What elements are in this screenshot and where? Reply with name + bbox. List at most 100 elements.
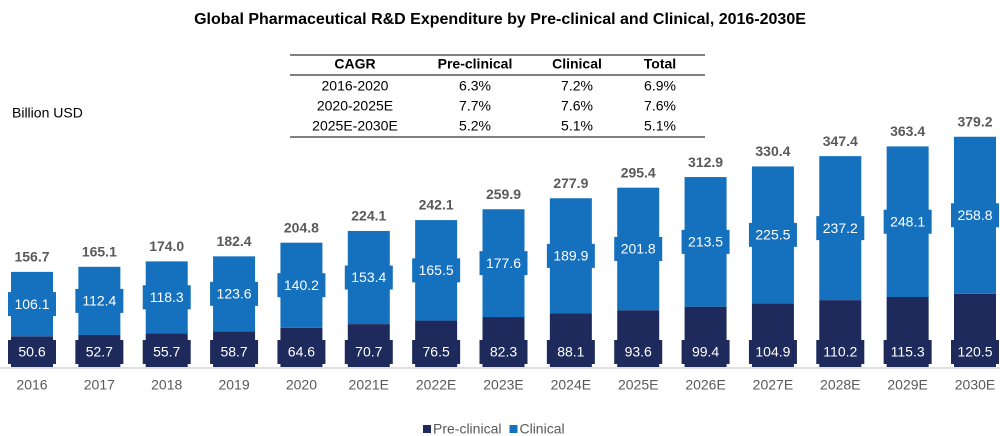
total-label: 204.8 bbox=[284, 219, 319, 235]
value-label: 58.7 bbox=[220, 344, 247, 360]
total-label: 330.4 bbox=[755, 143, 790, 159]
value-label-box bbox=[681, 229, 730, 254]
total-label: 242.1 bbox=[419, 197, 454, 213]
table-cell: 5.2% bbox=[459, 118, 491, 134]
value-label: 52.7 bbox=[86, 344, 113, 360]
value-label: 115.3 bbox=[891, 344, 925, 360]
value-label: 104.9 bbox=[755, 344, 790, 360]
value-label-box bbox=[614, 236, 663, 261]
value-label: 213.5 bbox=[688, 234, 723, 250]
value-label: 76.5 bbox=[423, 344, 450, 360]
value-label-box bbox=[210, 340, 259, 364]
table-cell: 2025E-2030E bbox=[312, 118, 398, 134]
total-label: 295.4 bbox=[621, 164, 656, 180]
value-label-box bbox=[75, 340, 124, 364]
table-cell: 5.1% bbox=[644, 118, 676, 134]
x-tick-label: 2017 bbox=[84, 377, 115, 393]
table-cell: 6.3% bbox=[459, 78, 491, 94]
value-label-box bbox=[412, 258, 461, 283]
value-label-box bbox=[479, 340, 528, 364]
legend-label: Pre-clinical bbox=[433, 421, 501, 436]
value-label: 110.2 bbox=[823, 344, 857, 360]
value-label: 140.2 bbox=[284, 277, 319, 293]
table-cell: 6.9% bbox=[644, 78, 676, 94]
value-label-box bbox=[277, 273, 326, 298]
value-label-box bbox=[951, 340, 999, 364]
value-label: 248.1 bbox=[890, 213, 925, 229]
value-label-box bbox=[75, 288, 124, 313]
value-label: 118.3 bbox=[150, 289, 184, 305]
value-label: 50.6 bbox=[18, 344, 45, 360]
x-tick-label: 2021E bbox=[349, 377, 389, 393]
value-label-box bbox=[479, 251, 528, 276]
x-tick-label: 2023E bbox=[483, 377, 523, 393]
value-label-box bbox=[546, 243, 595, 268]
value-label: 88.1 bbox=[557, 344, 584, 360]
table-cell: 2016-2020 bbox=[322, 78, 389, 94]
table-cell: 7.7% bbox=[459, 98, 491, 114]
value-label-box bbox=[748, 222, 797, 247]
legend-swatch bbox=[423, 425, 431, 433]
total-label: 379.2 bbox=[957, 114, 992, 130]
value-label: 99.4 bbox=[692, 344, 719, 360]
x-tick-label: 2020 bbox=[286, 377, 317, 393]
value-label: 189.9 bbox=[553, 248, 588, 264]
total-label: 277.9 bbox=[553, 175, 588, 191]
total-label: 174.0 bbox=[149, 238, 184, 254]
chart-title: Global Pharmaceutical R&D Expenditure by… bbox=[194, 11, 806, 28]
table-header: Clinical bbox=[552, 56, 602, 72]
value-label-box bbox=[412, 340, 461, 364]
value-label: 120.5 bbox=[957, 344, 992, 360]
table-cell: 7.6% bbox=[644, 98, 676, 114]
value-label-box bbox=[748, 340, 797, 364]
x-tick-label: 2029E bbox=[887, 377, 927, 393]
value-label: 177.6 bbox=[486, 255, 521, 271]
value-label: 237.2 bbox=[823, 220, 858, 236]
table-cell: 7.2% bbox=[561, 78, 593, 94]
table-cell: 5.1% bbox=[561, 118, 593, 134]
x-tick-label: 2027E bbox=[753, 377, 793, 393]
value-label: 70.7 bbox=[355, 344, 382, 360]
value-label: 201.8 bbox=[621, 241, 656, 257]
total-label: 347.4 bbox=[823, 133, 858, 149]
total-label: 182.4 bbox=[217, 233, 252, 249]
value-label: 64.6 bbox=[288, 344, 315, 360]
x-tick-label: 2025E bbox=[618, 377, 658, 393]
value-label: 165.5 bbox=[419, 262, 454, 278]
value-label-box bbox=[883, 209, 932, 234]
value-label: 258.8 bbox=[957, 207, 992, 223]
table-header: Total bbox=[644, 56, 676, 72]
total-label: 165.1 bbox=[82, 243, 117, 259]
legend-swatch bbox=[509, 425, 518, 433]
legend-label: Clinical bbox=[519, 421, 564, 436]
value-label-box bbox=[546, 340, 595, 364]
value-label-box bbox=[344, 265, 393, 290]
value-label: 225.5 bbox=[755, 227, 790, 243]
table-header: CAGR bbox=[334, 56, 375, 72]
table-header: Pre-clinical bbox=[438, 56, 513, 72]
value-label-box bbox=[681, 340, 730, 364]
value-label: 106.1 bbox=[14, 296, 49, 312]
table-cell: 2020-2025E bbox=[317, 98, 393, 114]
total-label: 156.7 bbox=[14, 249, 49, 265]
value-label-box bbox=[8, 292, 56, 317]
x-tick-label: 2028E bbox=[820, 377, 860, 393]
x-tick-label: 2022E bbox=[416, 377, 456, 393]
value-label-box bbox=[816, 340, 865, 364]
unit-label: Billion USD bbox=[12, 105, 83, 121]
total-label: 259.9 bbox=[486, 186, 521, 202]
value-label: 153.4 bbox=[351, 269, 386, 285]
value-label-box bbox=[277, 340, 326, 364]
x-tick-label: 2030E bbox=[955, 377, 995, 393]
value-label-box bbox=[8, 340, 56, 364]
value-label: 55.7 bbox=[153, 344, 180, 360]
total-label: 312.9 bbox=[688, 154, 723, 170]
x-tick-label: 2018 bbox=[151, 377, 182, 393]
value-label-box bbox=[210, 281, 259, 306]
value-label: 112.4 bbox=[82, 293, 116, 309]
total-label: 224.1 bbox=[351, 208, 386, 224]
value-label: 123.6 bbox=[217, 286, 252, 302]
total-label: 363.4 bbox=[890, 123, 925, 139]
table-cell: 7.6% bbox=[561, 98, 593, 114]
